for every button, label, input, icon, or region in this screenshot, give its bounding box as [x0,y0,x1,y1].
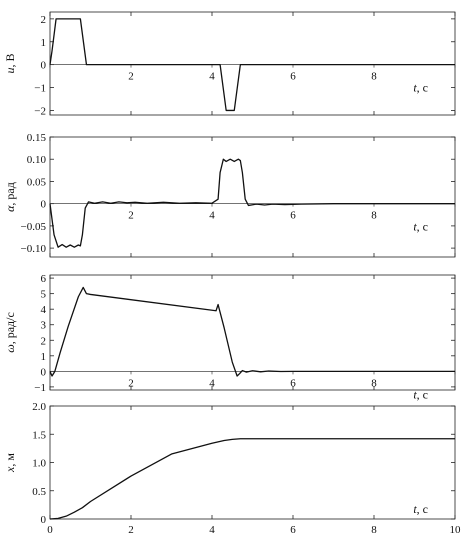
y-axis-var: α [3,205,17,212]
x-axis-label: t, с [413,387,428,401]
panel-4: 0 2 4 6 8 10 2.0 1.5 1.0 0.5 0 t, с x, м [3,401,461,536]
y-tick-label: 5 [41,289,47,301]
y-tick-label: 1.5 [32,429,46,441]
x-tick-label: 8 [371,71,377,83]
x-tick-label: 6 [290,210,296,222]
y-tick-label: 0 [41,199,47,211]
y-axis-unit: , рад [3,182,17,205]
y-tick-label: −0.05 [21,221,47,233]
y-tick-label: −1 [34,83,46,95]
y-tick-label: 1 [41,351,47,363]
x-axis-label: t, с [413,502,428,516]
x-tick-label: 4 [209,210,215,222]
x-tick-label: 6 [290,377,296,389]
x-axis-unit: , с [417,81,428,95]
panel-3: 2 4 6 8 6 5 4 3 2 1 0 −1 t, с ω, рад/с [3,273,456,401]
x-axis-unit: , с [417,220,428,234]
x-axis-var: t [413,81,417,95]
x-tick-label: 4 [209,71,215,83]
x-tick-label: 8 [371,524,377,536]
panel-2: 2 4 6 8 0.15 0.10 0.05 0 −0.05 −0.10 t, с α, рад [3,132,456,258]
y-tick-label: 0 [41,366,47,378]
y-axis-unit: , рад/с [3,312,17,344]
y-axis-label: x, м [3,453,17,473]
series-line-1 [49,286,455,377]
x-tick-label: 4 [209,524,215,536]
x-tick-label: 6 [290,524,296,536]
y-tick-label: 0.05 [27,176,47,188]
x-axis-label: t, с [413,81,428,95]
y-tick-label: 0.10 [27,154,47,166]
y-axis-var: x [3,466,17,473]
y-tick-label: −0.10 [21,243,47,255]
x-axis-unit: , с [417,502,428,516]
x-axis-var: t [413,502,417,516]
y-tick-label: 4 [41,304,47,316]
x-tick-label: 2 [128,524,134,536]
y-tick-label: 2 [41,14,47,26]
plot-frame [49,274,456,391]
y-axis-label: α, рад [3,182,17,212]
y-tick-label: 6 [41,273,47,285]
y-tick-label: 1 [41,37,47,49]
series-line-1 [49,158,455,248]
y-tick-label: −2 [34,105,46,117]
y-tick-label: 3 [41,320,47,332]
series-line-1 [49,18,455,112]
x-tick-label: 8 [371,377,377,389]
x-tick-label: 2 [128,377,134,389]
y-axis-unit: , м [3,453,17,467]
y-tick-label: 0 [41,60,47,72]
plot-frame [49,136,456,258]
x-axis-unit: , с [417,387,428,401]
y-axis-var: u [3,68,17,74]
plot-frame [49,11,456,116]
y-tick-label: 0 [41,514,47,526]
series-line-1 [49,438,455,520]
y-tick-label: 1.0 [32,458,46,470]
y-axis-unit: , В [3,53,17,67]
x-tick-label: 2 [128,210,134,222]
x-tick-label: 4 [209,377,215,389]
x-axis-var: t [413,220,417,234]
y-tick-label: 2.0 [32,401,46,413]
plot-frame [49,405,456,520]
x-tick-label: 8 [371,210,377,222]
x-tick-label: 6 [290,71,296,83]
y-tick-label: −1 [34,382,46,394]
y-tick-label: 2 [41,335,47,347]
y-tick-label: 0.15 [27,132,47,144]
x-axis-label: t, с [413,220,428,234]
y-tick-label: 0.5 [32,486,46,498]
y-axis-label: ω, рад/с [3,312,17,353]
y-axis-var: ω [3,344,17,352]
x-tick-label: 0 [47,524,53,536]
y-axis-label: u, В [3,53,17,73]
x-tick-label: 2 [128,71,134,83]
panel-1: 2 4 6 8 2 1 0 −1 −2 t, с u, В [3,11,456,117]
x-tick-label: 10 [450,524,462,536]
x-axis-var: t [413,387,417,401]
